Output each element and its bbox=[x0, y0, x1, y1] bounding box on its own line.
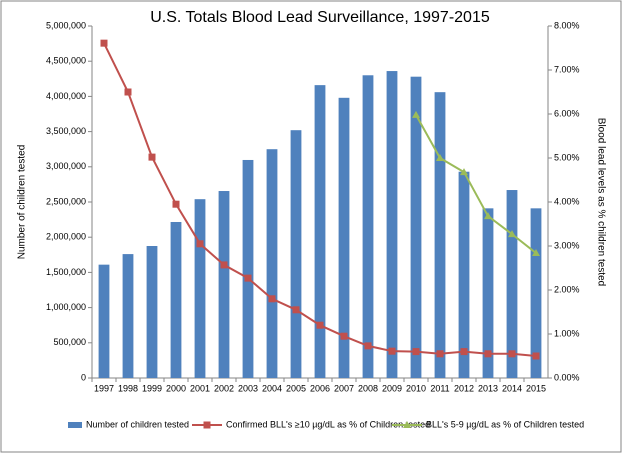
y-tick-label: 5,000,000 bbox=[46, 20, 86, 30]
y-tick-label: 2,500,000 bbox=[46, 196, 86, 206]
y2-tick-label: 7.00% bbox=[554, 64, 580, 74]
line-marker bbox=[532, 249, 540, 257]
y-tick-label: 500,000 bbox=[53, 337, 86, 347]
x-tick-label: 2015 bbox=[526, 383, 546, 393]
bar bbox=[122, 254, 134, 378]
legend-label: Confirmed BLL's ≥10 µg/dL as % of Childr… bbox=[226, 419, 430, 429]
line-marker bbox=[412, 348, 420, 356]
line-marker bbox=[124, 88, 132, 96]
line-marker bbox=[244, 274, 252, 282]
line-marker bbox=[364, 342, 372, 350]
legend-marker bbox=[403, 421, 411, 428]
x-tick-label: 2002 bbox=[214, 383, 234, 393]
line-marker bbox=[388, 347, 396, 355]
y2-tick-label: 4.00% bbox=[554, 196, 580, 206]
y2-tick-label: 2.00% bbox=[554, 284, 580, 294]
line-marker bbox=[268, 295, 276, 303]
bar bbox=[146, 246, 158, 378]
line-marker bbox=[460, 168, 468, 176]
bar bbox=[458, 171, 470, 378]
y-axis-label: Number of children tested bbox=[17, 145, 28, 260]
x-tick-label: 2000 bbox=[166, 383, 186, 393]
bar bbox=[410, 76, 422, 379]
y-tick-label: 4,500,000 bbox=[46, 56, 86, 66]
bar bbox=[506, 190, 518, 378]
x-tick-label: 1997 bbox=[94, 383, 114, 393]
legend-label: Number of children tested bbox=[86, 419, 189, 429]
chart-title: U.S. Totals Blood Lead Surveillance, 199… bbox=[150, 9, 490, 26]
x-tick-label: 2006 bbox=[310, 383, 330, 393]
bar bbox=[218, 191, 230, 378]
x-tick-label: 2014 bbox=[502, 383, 522, 393]
y2-axis-label: Blood lead levels as % children tested bbox=[595, 118, 606, 286]
line-marker bbox=[316, 321, 324, 329]
bar bbox=[98, 264, 110, 378]
x-tick-label: 2008 bbox=[358, 383, 378, 393]
bar bbox=[482, 208, 494, 378]
line-marker bbox=[172, 200, 180, 208]
line-marker bbox=[436, 350, 444, 358]
y-tick-label: 0 bbox=[81, 372, 86, 382]
line-marker bbox=[292, 306, 300, 314]
line-marker bbox=[220, 261, 228, 269]
bar bbox=[194, 199, 206, 378]
line-marker bbox=[508, 350, 516, 358]
line-marker bbox=[412, 110, 420, 118]
y2-tick-label: 3.00% bbox=[554, 240, 580, 250]
line-marker bbox=[484, 350, 492, 358]
bar bbox=[338, 97, 350, 379]
x-tick-label: 2011 bbox=[430, 383, 449, 393]
x-tick-label: 2012 bbox=[454, 383, 474, 393]
y-tick-label: 4,000,000 bbox=[46, 91, 86, 101]
y2-tick-label: 6.00% bbox=[554, 108, 580, 118]
y-tick-label: 2,000,000 bbox=[46, 232, 86, 242]
x-tick-label: 2001 bbox=[190, 383, 210, 393]
y2-tick-label: 8.00% bbox=[554, 20, 580, 30]
y-tick-label: 1,500,000 bbox=[46, 267, 86, 277]
line-marker bbox=[484, 212, 492, 220]
x-tick-label: 2013 bbox=[478, 383, 498, 393]
x-tick-label: 1999 bbox=[142, 383, 162, 393]
legend-marker bbox=[203, 421, 211, 429]
x-tick-label: 2009 bbox=[382, 383, 402, 393]
line-series bbox=[415, 114, 537, 254]
y-tick-label: 3,500,000 bbox=[46, 126, 86, 136]
bar bbox=[530, 208, 542, 378]
y-tick-label: 3,000,000 bbox=[46, 161, 86, 171]
y2-tick-label: 0.00% bbox=[554, 372, 580, 382]
x-tick-label: 2007 bbox=[334, 383, 354, 393]
line-marker bbox=[532, 352, 540, 360]
bar bbox=[290, 130, 302, 378]
x-tick-label: 1998 bbox=[118, 383, 138, 393]
bar bbox=[314, 85, 326, 379]
x-tick-label: 2004 bbox=[262, 383, 282, 393]
x-tick-label: 2003 bbox=[238, 383, 258, 393]
line-marker bbox=[508, 230, 516, 238]
line-marker bbox=[460, 348, 468, 356]
bar bbox=[170, 221, 182, 378]
legend-swatch bbox=[68, 422, 82, 428]
y2-tick-label: 5.00% bbox=[554, 152, 580, 162]
x-tick-label: 2010 bbox=[406, 383, 426, 393]
y-tick-label: 1,000,000 bbox=[46, 302, 86, 312]
line-marker bbox=[100, 39, 108, 47]
line-marker bbox=[436, 154, 444, 161]
legend-label: BLL's 5-9 µg/dL as % of Children tested bbox=[426, 419, 584, 429]
bar bbox=[386, 71, 398, 378]
y2-tick-label: 1.00% bbox=[554, 328, 580, 338]
bar bbox=[434, 92, 446, 379]
x-tick-label: 2005 bbox=[286, 383, 306, 393]
line-marker bbox=[196, 240, 204, 248]
bar bbox=[242, 159, 254, 378]
line-marker bbox=[148, 153, 156, 161]
bar bbox=[362, 75, 374, 378]
line-marker bbox=[340, 332, 348, 340]
bar bbox=[266, 149, 278, 378]
